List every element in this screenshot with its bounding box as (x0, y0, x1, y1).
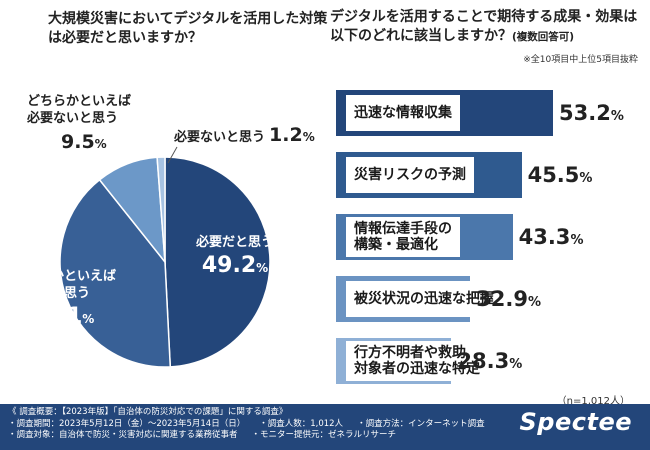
bar-value-number: 28.3 (457, 349, 510, 373)
footer-band (0, 404, 650, 450)
pie-value-number: 40.1 (28, 304, 83, 329)
pie-slice (59, 178, 172, 368)
pie-value-unit: % (256, 261, 269, 275)
pie-label-text: どちらかといえば (12, 269, 117, 284)
survey-period: ・調査期間：2023年5月12日（金）〜2023年5月14日（日） (8, 418, 246, 429)
spectee-logo: Spectee (519, 408, 632, 436)
bar-category-text: 情報伝達手段の 構築・最適化 (354, 221, 452, 253)
bar-question: デジタルを活用することで期待する成果・効果は以下のどれに該当しますか？(複数回答… (330, 8, 648, 47)
pie-label-text: 必要だと思う (196, 235, 275, 250)
pie-value: 49.2% (202, 255, 268, 279)
pie-question: 大規模災害においてデジタルを活用した対策は必要だと思いますか？ (48, 11, 328, 46)
bar-value-number: 32.9 (476, 287, 529, 311)
survey-row: ・調査期間：2023年5月12日（金）〜2023年5月14日（日） ・調査人数：1… (8, 419, 528, 431)
pie-value-number: 49.2 (201, 253, 257, 278)
pie-slice (156, 156, 166, 263)
pie-value-number: 1.2 (269, 124, 303, 146)
bar-value-label: 28.3% (457, 338, 522, 384)
survey-provider: ・モニター提供元：ゼネラルリサーチ (251, 430, 397, 440)
bar-category-label: 迅速な情報収集 (346, 95, 460, 131)
pie-value-unit: % (302, 130, 315, 144)
pie-value-unit: % (94, 137, 107, 151)
bar-category-text: 被災状況の迅速な把握 (354, 291, 494, 307)
bar-value-unit: % (509, 357, 523, 372)
bar-value-unit: % (579, 171, 593, 186)
survey-people: ・調査人数：1,012人 (259, 418, 344, 429)
bar-value-label: 32.9% (476, 276, 541, 322)
survey-title: 《 調査概要：【2023年版】「自治体の防災対応での課題」に関する調査》 (8, 407, 288, 417)
bar-category-text: 災害リスクの予測 (354, 167, 466, 183)
pie-chart (59, 146, 271, 368)
survey-method: ・調査方法：インターネット調査 (357, 418, 485, 429)
bar-value-unit: % (528, 295, 542, 310)
bar-category-text: 行方不明者や救助 対象者の迅速な特定 (354, 345, 480, 377)
bar-value-number: 53.2 (559, 101, 611, 125)
pie-value-number: 9.5 (61, 131, 95, 153)
bar-value-number: 45.5 (527, 163, 580, 187)
pie-label-unnecessary-leaning: どちらかといえば 必要ないと思う 9.5% (27, 93, 131, 155)
bar-category-label: 情報伝達手段の 構築・最適化 (346, 217, 460, 257)
bar-question-note: (複数回答可) (512, 31, 575, 43)
bar-value-unit: % (610, 109, 624, 124)
pie-label-text: 必要だと思う (12, 286, 91, 301)
bar-sub-note: ※全10項目中上位5項目抜粋 (523, 55, 638, 65)
bar-category-label: 災害リスクの予測 (346, 157, 474, 193)
pie-label-necessary: 必要だと思う 49.2% (196, 234, 274, 279)
pie-value-unit: % (82, 312, 95, 326)
pie-label-text: 必要ないと思う (27, 111, 119, 126)
bar-category-text: 迅速な情報収集 (354, 105, 452, 121)
bar-category-label: 被災状況の迅速な把握 (346, 281, 502, 317)
pie-label-text: 必要ないと思う (174, 130, 266, 145)
pie-value: 9.5% (61, 131, 107, 155)
bar-value-unit: % (570, 233, 584, 248)
bar-value-label: 43.3% (519, 214, 584, 260)
bar-value-label: 45.5% (528, 152, 593, 198)
pie-label-text: どちらかといえば (27, 94, 132, 109)
pie-value: 40.1% (28, 306, 94, 330)
survey-target: ・調査対象：自治体で防災・災害対応に関連する業務従事者 (8, 430, 238, 440)
bar-category-label: 行方不明者や救助 対象者の迅速な特定 (346, 341, 488, 381)
pie-value: 1.2% (269, 124, 315, 148)
pie-label-unnecessary: 必要ないと思う 1.2% (174, 124, 315, 148)
pie-label-necessary-leaning: どちらかといえば 必要だと思う 40.1% (12, 268, 116, 330)
sample-size-note: （n=1,012人） (556, 396, 630, 407)
pie-slice (164, 156, 271, 368)
bar-value-label: 53.2% (559, 90, 624, 136)
survey-summary: 《 調査概要：【2023年版】「自治体の防災対応での課題」に関する調査》 ・調査… (8, 407, 528, 442)
survey-row: ・調査対象：自治体で防災・災害対応に関連する業務従事者 ・モニター提供元：ゼネラル… (8, 430, 528, 442)
bar-value-number: 43.3 (518, 225, 571, 249)
bar-question-text: デジタルを活用することで期待する成果・効果は以下のどれに該当しますか？ (330, 9, 638, 44)
pie-leader-line (167, 146, 178, 164)
